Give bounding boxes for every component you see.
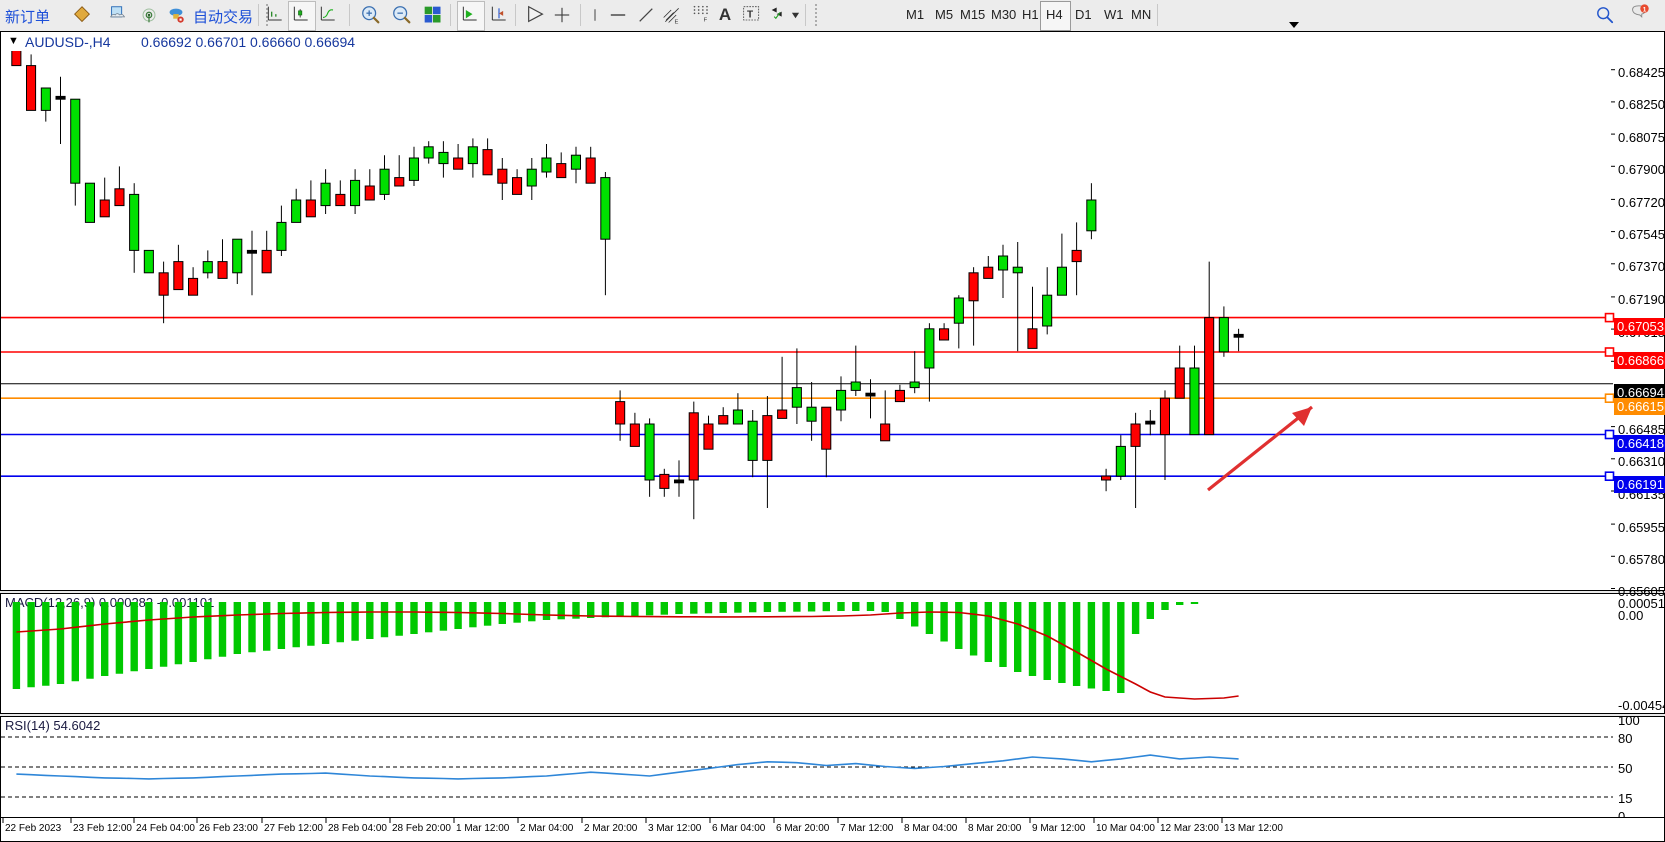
svg-text:F: F — [704, 18, 708, 24]
svg-text:1: 1 — [1643, 6, 1647, 13]
svg-text:T: T — [747, 10, 753, 21]
svg-text:E: E — [675, 19, 679, 25]
